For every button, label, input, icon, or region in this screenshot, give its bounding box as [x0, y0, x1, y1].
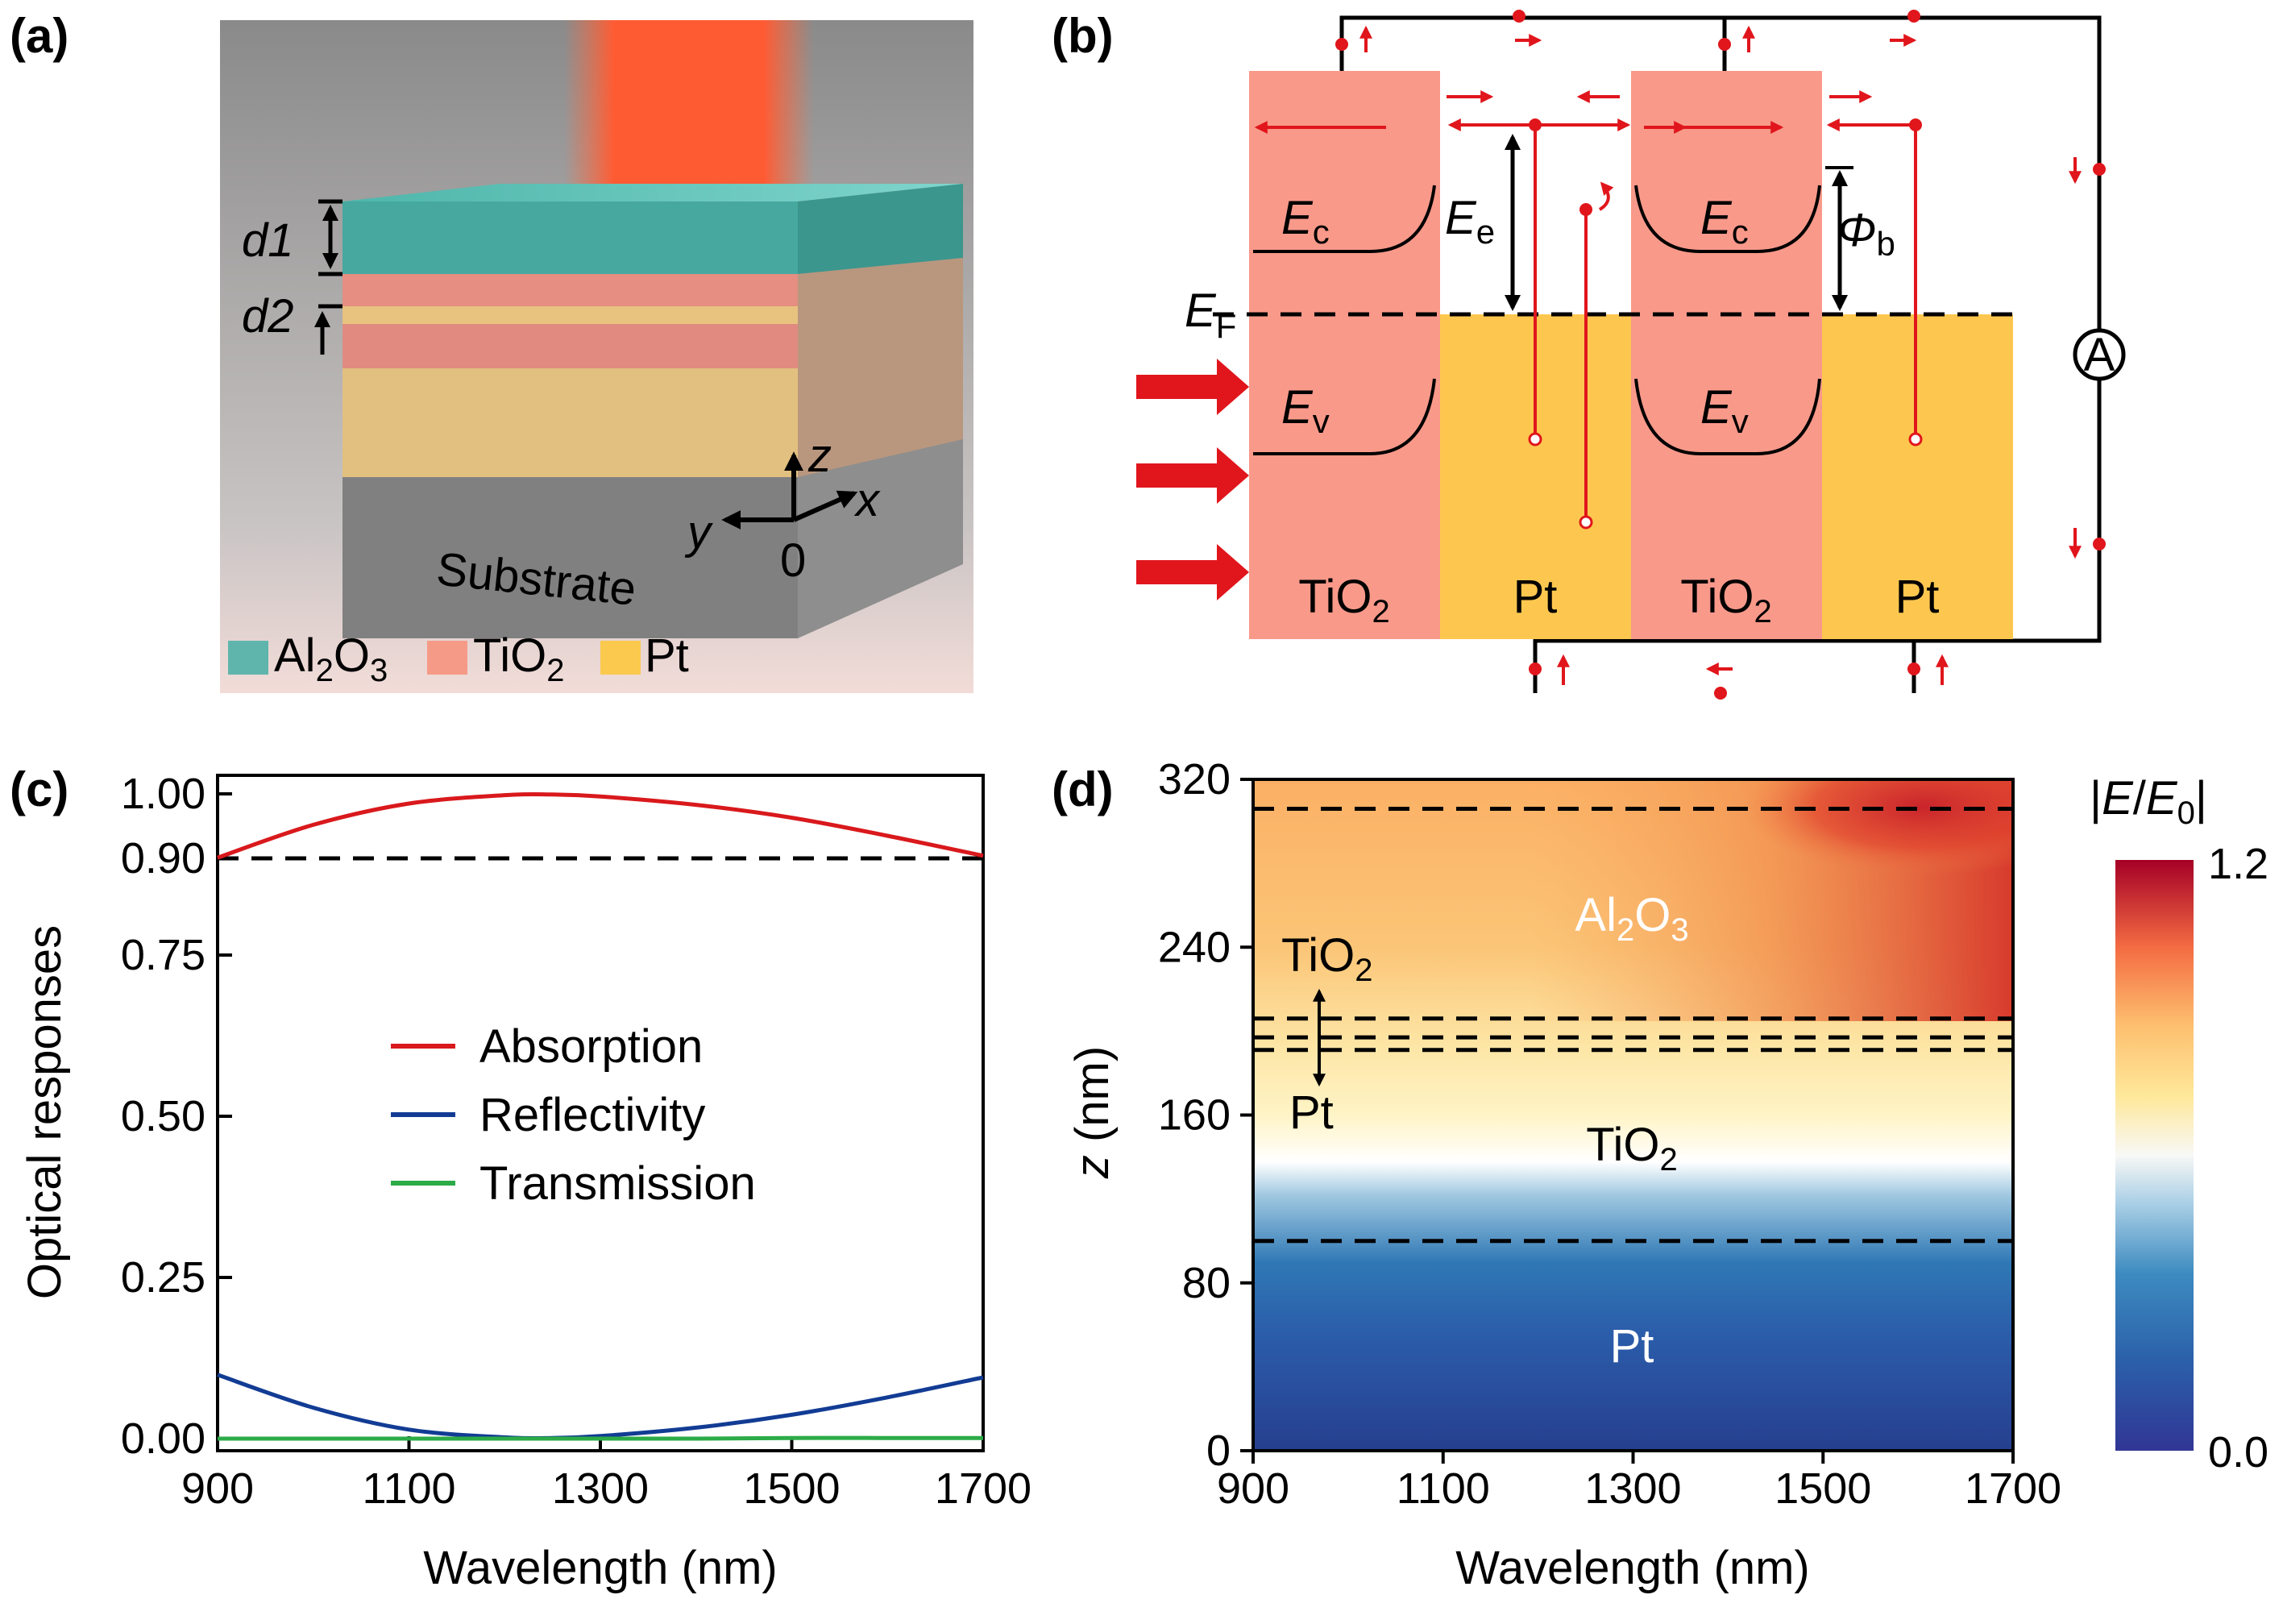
x-axis-title-c: Wavelength (nm) — [423, 1542, 777, 1594]
layer-tio2-2 — [342, 324, 798, 368]
x-tick-label: 1700 — [935, 1464, 1032, 1513]
layer-name-tio2-1: TiO2 — [1298, 571, 1390, 629]
x-tick-label: 1500 — [1775, 1464, 1871, 1513]
y-tick-label: 0.25 — [121, 1253, 205, 1302]
legend-c: Absorption Reflectivity Transmission — [391, 1020, 756, 1210]
laser-beam — [564, 20, 814, 210]
colorbar-min: 0.0 — [2208, 1428, 2268, 1477]
panel-c-label: (c) — [10, 762, 68, 816]
legend-transmission: Transmission — [479, 1157, 756, 1210]
y-tick-label: 0 — [1206, 1427, 1231, 1475]
z-label: z — [807, 430, 832, 482]
series-lines-c — [217, 791, 984, 1441]
x-tick-label: 1100 — [1397, 1464, 1490, 1513]
series-transmission — [218, 1435, 983, 1441]
origin-label: 0 — [780, 534, 806, 587]
y-tick-label: 80 — [1182, 1259, 1231, 1307]
right-face-layers — [798, 258, 963, 477]
panel-a-label: (a) — [10, 9, 68, 63]
y-tick-label: 0.50 — [121, 1092, 205, 1140]
layer-interfaces — [1253, 806, 2013, 1244]
legend-swatch-tio2 — [427, 641, 467, 675]
y-tick-label: 160 — [1158, 1091, 1231, 1140]
series-absorption — [217, 791, 984, 860]
legend-al2o3: Al2O3 — [274, 629, 388, 688]
y-tick-label: 240 — [1158, 923, 1231, 971]
colorbar-max: 1.2 — [2208, 840, 2268, 888]
colorbar-title: |E/E0| — [2090, 772, 2207, 831]
ammeter — [2073, 328, 2126, 381]
panel-d-label: (d) — [1052, 762, 1114, 816]
hot-carrier-paths — [1254, 25, 2082, 685]
series-reflectivity — [217, 1373, 984, 1441]
d2-label: d2 — [242, 290, 294, 343]
y-tick-label: 320 — [1158, 755, 1231, 804]
inset-label-pt: Pt — [1289, 1086, 1334, 1139]
ef-label: EF — [1185, 285, 1236, 345]
layer-tio2-1 — [342, 274, 798, 306]
x-ticks-d: 900 1100 1300 1500 1700 — [1217, 1451, 2061, 1513]
legend-pt: Pt — [645, 629, 689, 682]
y-tick-label: 1.00 — [121, 770, 205, 818]
x-tick-label: 1300 — [1584, 1464, 1681, 1513]
carrier-dots — [1335, 10, 2106, 700]
field-heatmap-peak — [1652, 779, 2013, 916]
y-tick-label: 0.00 — [121, 1414, 205, 1463]
legend-swatch-pt — [600, 641, 641, 675]
panel-b-label: (b) — [1052, 9, 1114, 63]
legend-swatch-al2o3 — [228, 641, 268, 675]
x-tick-label: 900 — [181, 1464, 254, 1513]
panel-d-field-map: (d) 0 80 160 240 320 900 1100 1300 1500 1700 Wav… — [1052, 755, 2268, 1594]
right-face-al2o3 — [798, 184, 963, 274]
d1-label: d1 — [242, 214, 294, 267]
x-tick-label: 1700 — [1965, 1464, 2061, 1513]
ammeter-symbol: A — [2084, 329, 2115, 381]
incident-light-arrows — [1136, 359, 1249, 600]
colorbar — [2115, 860, 2194, 1451]
y-tick-label: 0.75 — [121, 931, 205, 979]
layer-pt-1 — [342, 306, 798, 324]
x-tick-label: 1300 — [552, 1464, 649, 1513]
region-pt: Pt — [1610, 1320, 1654, 1373]
x-ticks-c: 900 1100 1300 1500 1700 — [181, 1436, 1032, 1513]
top-face — [342, 184, 963, 201]
panel-b-band-diagram: (b) A Ec Ec Ev Ev Ee Φb EF TiO2 Pt TiO2 — [1052, 9, 2126, 700]
band-tio2-2 — [1631, 71, 1822, 639]
layer-name-pt-1: Pt — [1513, 571, 1558, 623]
layer-pt-2 — [342, 368, 798, 477]
layer-al2o3 — [342, 201, 798, 274]
x-axis-arrow — [792, 490, 858, 522]
y-tick-label: 0.90 — [121, 834, 205, 883]
hole-dots — [1528, 432, 1923, 530]
x-tick-label: 1100 — [362, 1464, 455, 1513]
panel-c-optical-chart: (c) 0.00 0.25 0.50 0.75 0.90 1.00 900 1100 1300… — [10, 762, 1032, 1594]
layer-name-pt-2: Pt — [1895, 571, 1940, 623]
x-label: x — [853, 474, 881, 526]
layer-substrate — [342, 477, 798, 638]
ee-label: Ee — [1445, 192, 1495, 251]
y-axis-title-d: z (nm) — [1066, 1046, 1119, 1179]
x-tick-label: 1500 — [743, 1464, 840, 1513]
y-ticks-d: 0 80 160 240 320 — [1158, 755, 1253, 1475]
x-tick-label: 900 — [1217, 1464, 1289, 1513]
legend-absorption: Absorption — [479, 1020, 703, 1073]
panel-a-device-schematic: d1 d2 z x y 0 Substrate Al2O3 TiO2 Pt (a… — [10, 9, 973, 693]
inset-label-tio2: TiO2 — [1281, 929, 1373, 988]
band-pt-2 — [1822, 314, 2013, 639]
legend-reflectivity: Reflectivity — [479, 1089, 705, 1141]
y-ticks-c: 0.00 0.25 0.50 0.75 0.90 1.00 — [121, 770, 232, 1463]
band-tio2-1 — [1249, 71, 1440, 639]
x-axis-title-d: Wavelength (nm) — [1455, 1542, 1809, 1594]
y-label: y — [684, 506, 713, 559]
phib-label: Φb — [1837, 204, 1895, 263]
y-axis-title-c: Optical responses — [19, 925, 71, 1299]
